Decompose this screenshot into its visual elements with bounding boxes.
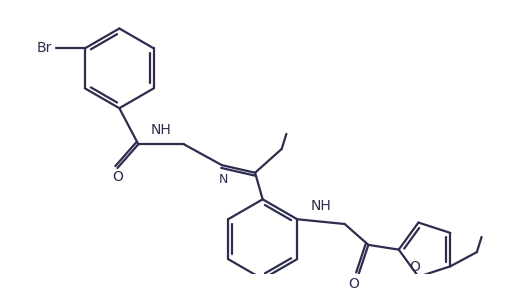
Text: O: O — [409, 260, 420, 274]
Text: Br: Br — [36, 41, 52, 55]
Text: NH: NH — [310, 199, 331, 213]
Text: N: N — [219, 173, 228, 186]
Text: O: O — [112, 171, 123, 184]
Text: O: O — [349, 277, 360, 289]
Text: NH: NH — [151, 123, 171, 137]
